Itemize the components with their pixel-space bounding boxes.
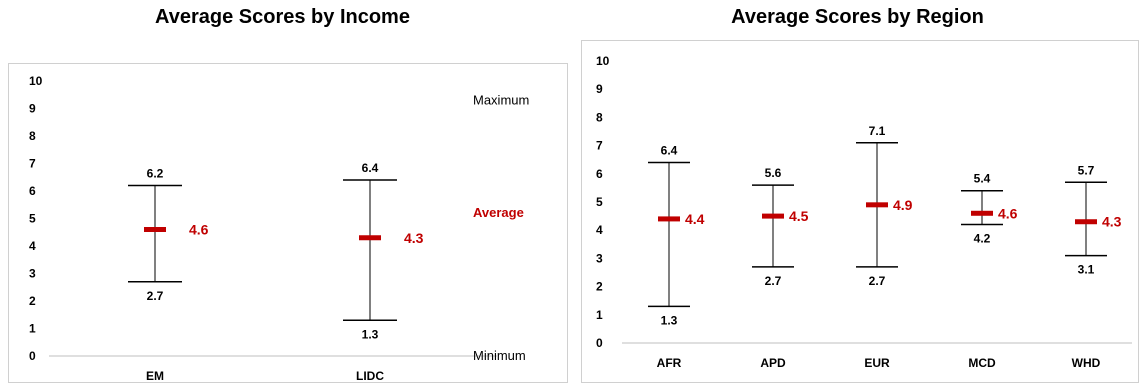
y-tick-label: 6 [29, 184, 36, 198]
region-chart-title: Average Scores by Region [731, 6, 984, 28]
y-tick-label: 10 [29, 74, 43, 88]
y-tick-label: 0 [596, 336, 603, 350]
category-label-whd: WHD [1072, 356, 1101, 370]
y-tick-label: 9 [596, 82, 603, 96]
max-label-apd: 5.6 [765, 166, 782, 180]
average-label-afr: 4.4 [685, 211, 705, 227]
legend-maximum: Maximum [473, 92, 529, 107]
average-marker-whd [1075, 219, 1097, 225]
max-label-em: 6.2 [147, 167, 164, 181]
y-tick-label: 8 [596, 110, 603, 124]
category-label-apd: APD [760, 356, 786, 370]
y-tick-label: 8 [29, 129, 36, 143]
average-marker-apd [762, 213, 784, 219]
income-chart-title: Average Scores by Income [155, 6, 410, 28]
average-label-mcd: 4.6 [998, 205, 1018, 221]
legend-minimum: Minimum [473, 348, 526, 363]
legend-average: Average [473, 205, 524, 220]
y-tick-label: 2 [596, 280, 603, 294]
average-label-lidc: 4.3 [404, 230, 424, 246]
min-label-afr: 1.3 [661, 313, 678, 327]
max-label-mcd: 5.4 [974, 172, 991, 186]
category-label-lidc: LIDC [356, 369, 384, 383]
region-chart-panel: 0 1 2 3 4 5 6 7 8 9 10 6.4 1.3 4.4 AFR 5.6 2.7 4.5 APD 7.1 2… [581, 40, 1139, 383]
average-label-em: 4.6 [189, 222, 209, 238]
min-label-apd: 2.7 [765, 274, 782, 288]
category-label-afr: AFR [657, 356, 682, 370]
y-tick-label: 9 [29, 102, 36, 116]
average-label-eur: 4.9 [893, 197, 913, 213]
y-tick-label: 7 [29, 157, 36, 171]
max-label-afr: 6.4 [661, 144, 678, 158]
y-tick-label: 1 [596, 308, 603, 322]
y-tick-label: 5 [29, 212, 36, 226]
max-label-whd: 5.7 [1078, 163, 1095, 177]
y-tick-label: 3 [29, 267, 36, 281]
y-tick-label: 5 [596, 195, 603, 209]
category-label-eur: EUR [864, 356, 890, 370]
y-tick-label: 2 [29, 294, 36, 308]
average-label-whd: 4.3 [1102, 214, 1122, 230]
region-chart: 0 1 2 3 4 5 6 7 8 9 10 6.4 1.3 4.4 AFR 5.6 2.7 4.5 APD 7.1 2… [596, 54, 1132, 370]
min-label-em: 2.7 [147, 289, 164, 303]
average-marker-eur [866, 202, 888, 208]
average-label-apd: 4.5 [789, 208, 809, 224]
min-label-whd: 3.1 [1078, 263, 1095, 277]
average-marker-em [144, 227, 166, 232]
income-chart: 0 1 2 3 4 5 6 7 8 9 10 6.2 2.7 4.6 EM 6.4 1.3 4.3 LIDC Maxi… [29, 74, 529, 383]
average-marker-lidc [359, 235, 381, 241]
y-tick-label: 10 [596, 54, 610, 68]
category-label-mcd: MCD [968, 356, 996, 370]
min-label-mcd: 4.2 [974, 232, 991, 246]
min-label-eur: 2.7 [869, 274, 886, 288]
y-tick-label: 6 [596, 167, 603, 181]
y-tick-label: 4 [596, 223, 603, 237]
average-marker-mcd [971, 210, 993, 216]
y-tick-label: 3 [596, 251, 603, 265]
y-tick-label: 1 [29, 322, 36, 336]
category-label-em: EM [146, 369, 164, 383]
average-marker-afr [658, 216, 680, 222]
y-tick-label: 7 [596, 139, 603, 153]
income-chart-panel: 0 1 2 3 4 5 6 7 8 9 10 6.2 2.7 4.6 EM 6.4 1.3 4.3 LIDC Maxi… [8, 63, 568, 383]
y-tick-label: 0 [29, 349, 36, 363]
max-label-lidc: 6.4 [362, 161, 379, 175]
max-label-eur: 7.1 [869, 124, 886, 138]
y-tick-label: 4 [29, 239, 36, 253]
min-label-lidc: 1.3 [362, 327, 379, 341]
